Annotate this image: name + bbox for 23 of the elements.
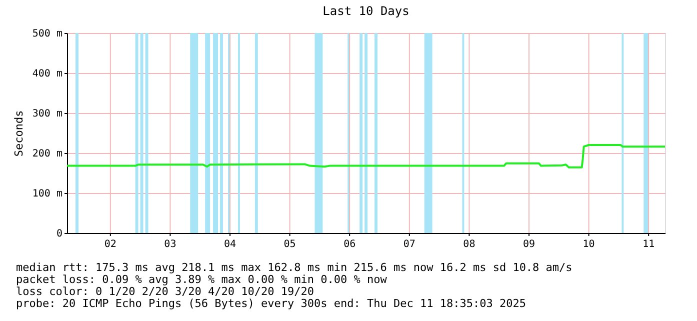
text: median rtt: 175.3 ms avg 218.1 ms max 162.8 ms min 215.6 ms now 16.2 ms sd 10.8 am/s <box>16 261 572 274</box>
x-tick-label: 06 <box>344 239 356 250</box>
x-tick-label: 08 <box>463 239 476 250</box>
y-tick-label: 100 m <box>32 188 62 200</box>
x-tick-label: 05 <box>284 239 296 250</box>
x-tick-label: 07 <box>403 239 416 250</box>
y-tick-label: 300 m <box>32 108 62 120</box>
chart-title: Last 10 Days <box>322 4 410 18</box>
y-tick-label: 400 m <box>32 68 62 80</box>
x-tick-label: 10 <box>582 239 595 250</box>
x-tick-label: 11 <box>642 239 655 250</box>
x-tick-label: 03 <box>164 239 176 250</box>
x-tick-label: 04 <box>224 239 236 250</box>
y-tick-label: 500 m <box>32 28 62 40</box>
y-axis-title: Seconds <box>12 110 26 157</box>
y-tick-label: 0 <box>56 228 62 240</box>
line-series <box>66 144 666 168</box>
x-tick-label: 09 <box>522 239 536 250</box>
text: packet loss: 0.09 % avg 3.89 % max 0.00 % min 0.00 % now <box>16 273 388 286</box>
text: loss color: 0 1/20 2/20 3/20 4/20 10/20 19/20 <box>16 285 314 298</box>
text: probe: 20 ICMP Echo Pings (56 Bytes) every 300s end: Thu Dec 11 18:35:03 2025 <box>16 297 526 310</box>
x-tick-label: 02 <box>104 239 116 250</box>
y-tick-label: 200 m <box>32 148 62 160</box>
